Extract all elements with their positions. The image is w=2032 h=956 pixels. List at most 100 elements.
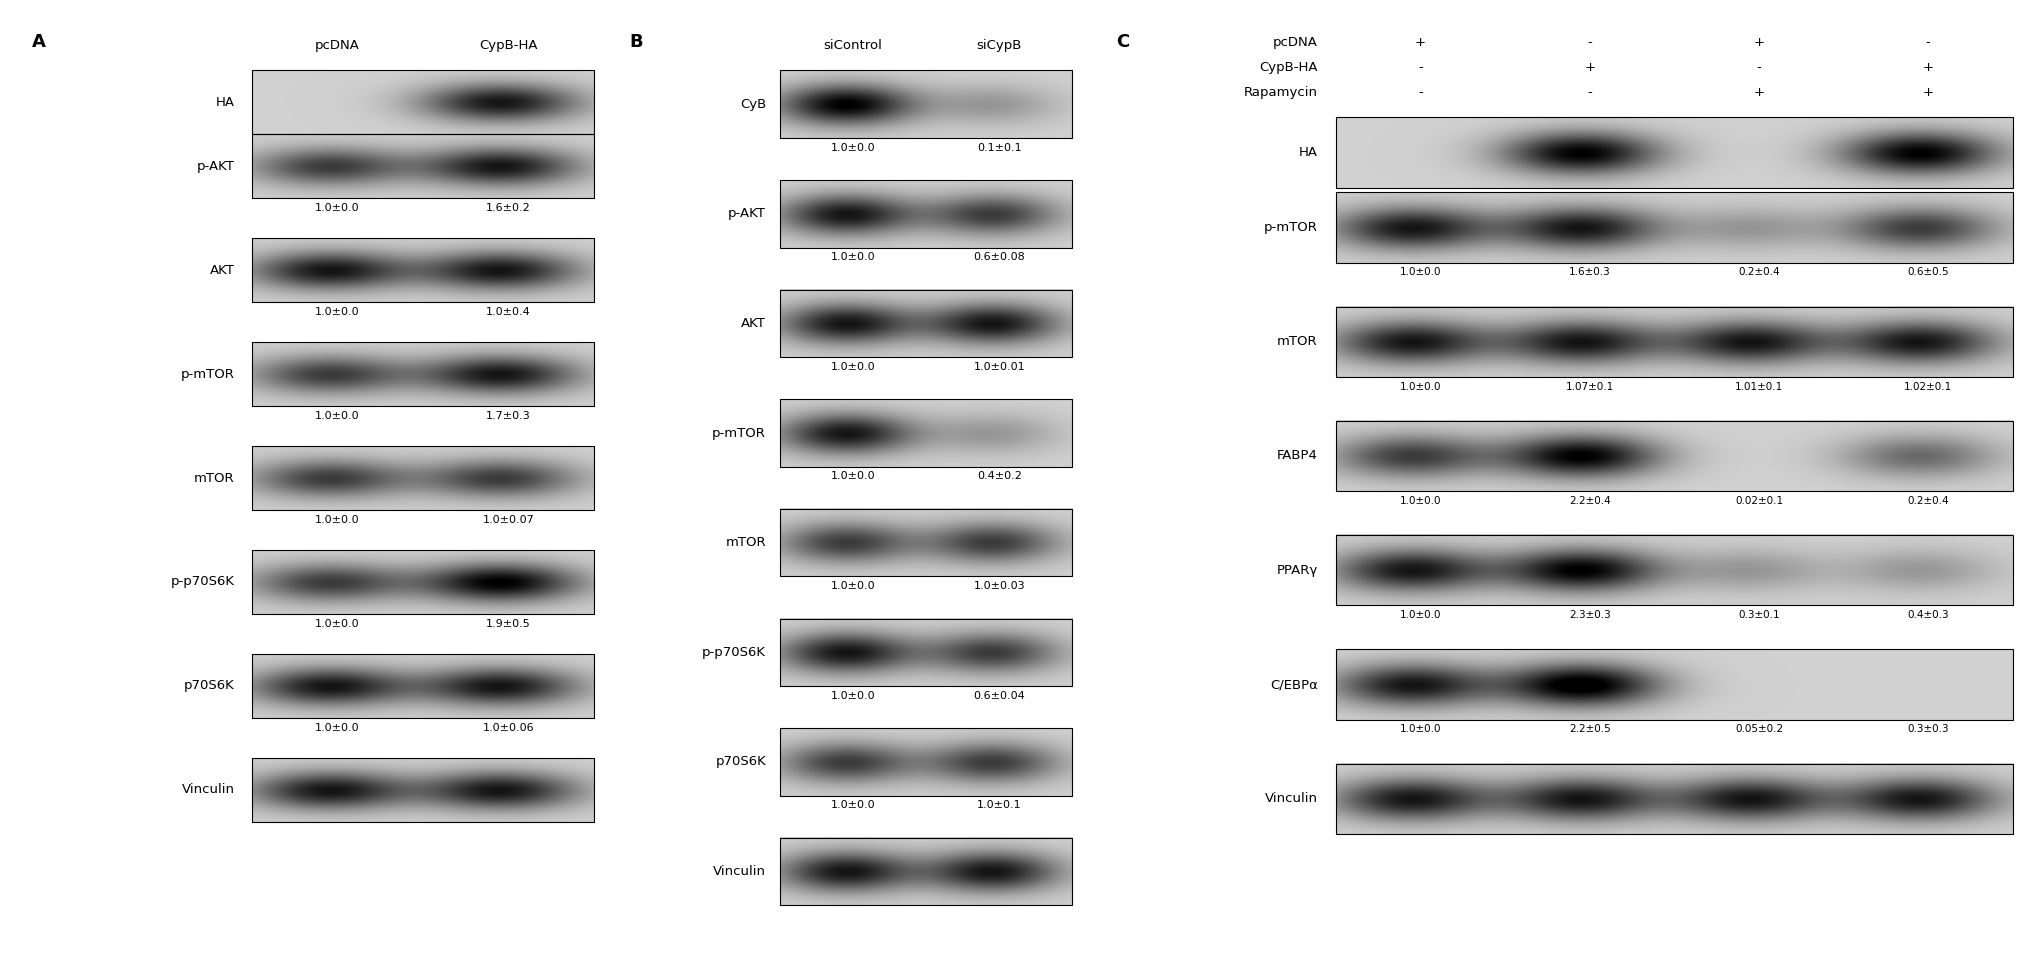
Bar [780, 290, 1073, 358]
Text: p-mTOR: p-mTOR [181, 367, 234, 380]
Bar [780, 837, 1073, 905]
Text: p-mTOR: p-mTOR [1264, 221, 1319, 234]
Text: C/EBPα: C/EBPα [1270, 678, 1319, 691]
Text: Vinculin: Vinculin [1264, 793, 1319, 805]
Text: 1.0±0.0: 1.0±0.0 [315, 619, 360, 628]
Text: p-p70S6K: p-p70S6K [171, 576, 234, 589]
Text: 1.01±0.1: 1.01±0.1 [1735, 381, 1782, 392]
Text: 0.3±0.3: 0.3±0.3 [1908, 725, 1949, 734]
Text: AKT: AKT [742, 317, 766, 330]
Text: 0.6±0.04: 0.6±0.04 [973, 690, 1024, 701]
Bar [252, 71, 593, 134]
Text: -: - [1587, 86, 1593, 99]
Text: 1.0±0.0: 1.0±0.0 [1400, 496, 1441, 506]
Text: 1.0±0.1: 1.0±0.1 [977, 800, 1022, 811]
Text: 1.07±0.1: 1.07±0.1 [1567, 381, 1613, 392]
Text: +: + [1754, 36, 1764, 49]
Text: 2.2±0.5: 2.2±0.5 [1569, 725, 1611, 734]
Text: siCypB: siCypB [977, 39, 1022, 52]
Text: 0.05±0.2: 0.05±0.2 [1735, 725, 1782, 734]
Bar [780, 71, 1073, 138]
Text: 2.3±0.3: 2.3±0.3 [1569, 610, 1611, 620]
Text: p70S6K: p70S6K [715, 755, 766, 769]
Text: 1.7±0.3: 1.7±0.3 [486, 410, 530, 421]
Text: 1.6±0.2: 1.6±0.2 [486, 203, 530, 212]
Text: 0.6±0.08: 0.6±0.08 [973, 252, 1024, 262]
Text: 1.0±0.07: 1.0±0.07 [482, 514, 534, 525]
Text: siControl: siControl [823, 39, 882, 52]
Bar [252, 654, 593, 718]
Text: 1.0±0.0: 1.0±0.0 [315, 307, 360, 316]
Text: C: C [1118, 33, 1130, 51]
Text: 0.4±0.3: 0.4±0.3 [1908, 610, 1949, 620]
Bar [252, 550, 593, 614]
Text: AKT: AKT [209, 264, 234, 276]
Text: B: B [630, 33, 642, 51]
Text: 1.0±0.0: 1.0±0.0 [315, 723, 360, 732]
Text: -: - [1587, 36, 1593, 49]
Text: 1.0±0.01: 1.0±0.01 [973, 361, 1024, 372]
Text: 0.1±0.1: 0.1±0.1 [977, 142, 1022, 153]
Text: PPARγ: PPARγ [1276, 564, 1319, 576]
Bar [1337, 649, 2012, 720]
Text: +: + [1922, 61, 1934, 75]
Text: HA: HA [1298, 146, 1319, 159]
Text: pcDNA: pcDNA [315, 39, 360, 52]
Text: A: A [33, 33, 47, 51]
Text: p-AKT: p-AKT [197, 160, 234, 172]
Text: 1.0±0.0: 1.0±0.0 [1400, 725, 1441, 734]
Text: CypB-HA: CypB-HA [1260, 61, 1319, 75]
Text: -: - [1418, 86, 1422, 99]
Text: 1.6±0.3: 1.6±0.3 [1569, 268, 1611, 277]
Text: p70S6K: p70S6K [183, 680, 234, 692]
Text: 1.0±0.0: 1.0±0.0 [831, 471, 876, 482]
Text: 0.2±0.4: 0.2±0.4 [1908, 496, 1949, 506]
Text: 2.2±0.4: 2.2±0.4 [1569, 496, 1611, 506]
Text: 1.0±0.4: 1.0±0.4 [486, 307, 530, 316]
Text: pcDNA: pcDNA [1272, 36, 1319, 49]
Text: 1.0±0.0: 1.0±0.0 [315, 514, 360, 525]
Text: 1.0±0.0: 1.0±0.0 [315, 203, 360, 212]
Text: -: - [1756, 61, 1762, 75]
Text: 1.0±0.0: 1.0±0.0 [315, 410, 360, 421]
Bar [1337, 421, 2012, 491]
Bar [780, 728, 1073, 795]
Bar [1337, 118, 2012, 187]
Text: 1.9±0.5: 1.9±0.5 [486, 619, 530, 628]
Text: 0.6±0.5: 0.6±0.5 [1908, 268, 1949, 277]
Text: 1.02±0.1: 1.02±0.1 [1904, 381, 1953, 392]
Bar [780, 180, 1073, 248]
Text: Vinculin: Vinculin [713, 865, 766, 878]
Text: 1.0±0.06: 1.0±0.06 [482, 723, 534, 732]
Text: 1.0±0.0: 1.0±0.0 [1400, 268, 1441, 277]
Bar [252, 134, 593, 198]
Text: 1.0±0.0: 1.0±0.0 [1400, 610, 1441, 620]
Text: -: - [1926, 36, 1930, 49]
Text: mTOR: mTOR [725, 536, 766, 549]
Text: -: - [1418, 61, 1422, 75]
Bar [252, 758, 593, 822]
Text: p-mTOR: p-mTOR [711, 426, 766, 440]
Text: FABP4: FABP4 [1276, 449, 1319, 463]
Text: 1.0±0.0: 1.0±0.0 [831, 361, 876, 372]
Text: CyB: CyB [740, 98, 766, 111]
Text: 1.0±0.0: 1.0±0.0 [831, 252, 876, 262]
Bar [1337, 192, 2012, 263]
Text: 1.0±0.03: 1.0±0.03 [973, 581, 1024, 591]
Bar [252, 342, 593, 406]
Text: 1.0±0.0: 1.0±0.0 [831, 800, 876, 811]
Bar [252, 446, 593, 510]
Text: 1.0±0.0: 1.0±0.0 [831, 581, 876, 591]
Text: +: + [1414, 36, 1426, 49]
Text: 0.3±0.1: 0.3±0.1 [1737, 610, 1780, 620]
Text: +: + [1922, 86, 1934, 99]
Bar [780, 619, 1073, 686]
Text: 1.0±0.0: 1.0±0.0 [831, 690, 876, 701]
Text: 1.0±0.0: 1.0±0.0 [831, 142, 876, 153]
Bar [1337, 307, 2012, 377]
Text: Vinculin: Vinculin [181, 784, 234, 796]
Bar [1337, 764, 2012, 834]
Text: Rapamycin: Rapamycin [1244, 86, 1319, 99]
Text: p-AKT: p-AKT [727, 207, 766, 220]
Bar [1337, 535, 2012, 605]
